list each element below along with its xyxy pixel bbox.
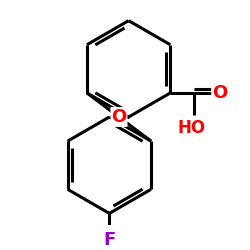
Text: O: O bbox=[212, 84, 227, 102]
Text: F: F bbox=[103, 232, 116, 250]
Text: HO: HO bbox=[178, 120, 206, 138]
Text: O: O bbox=[111, 108, 126, 126]
